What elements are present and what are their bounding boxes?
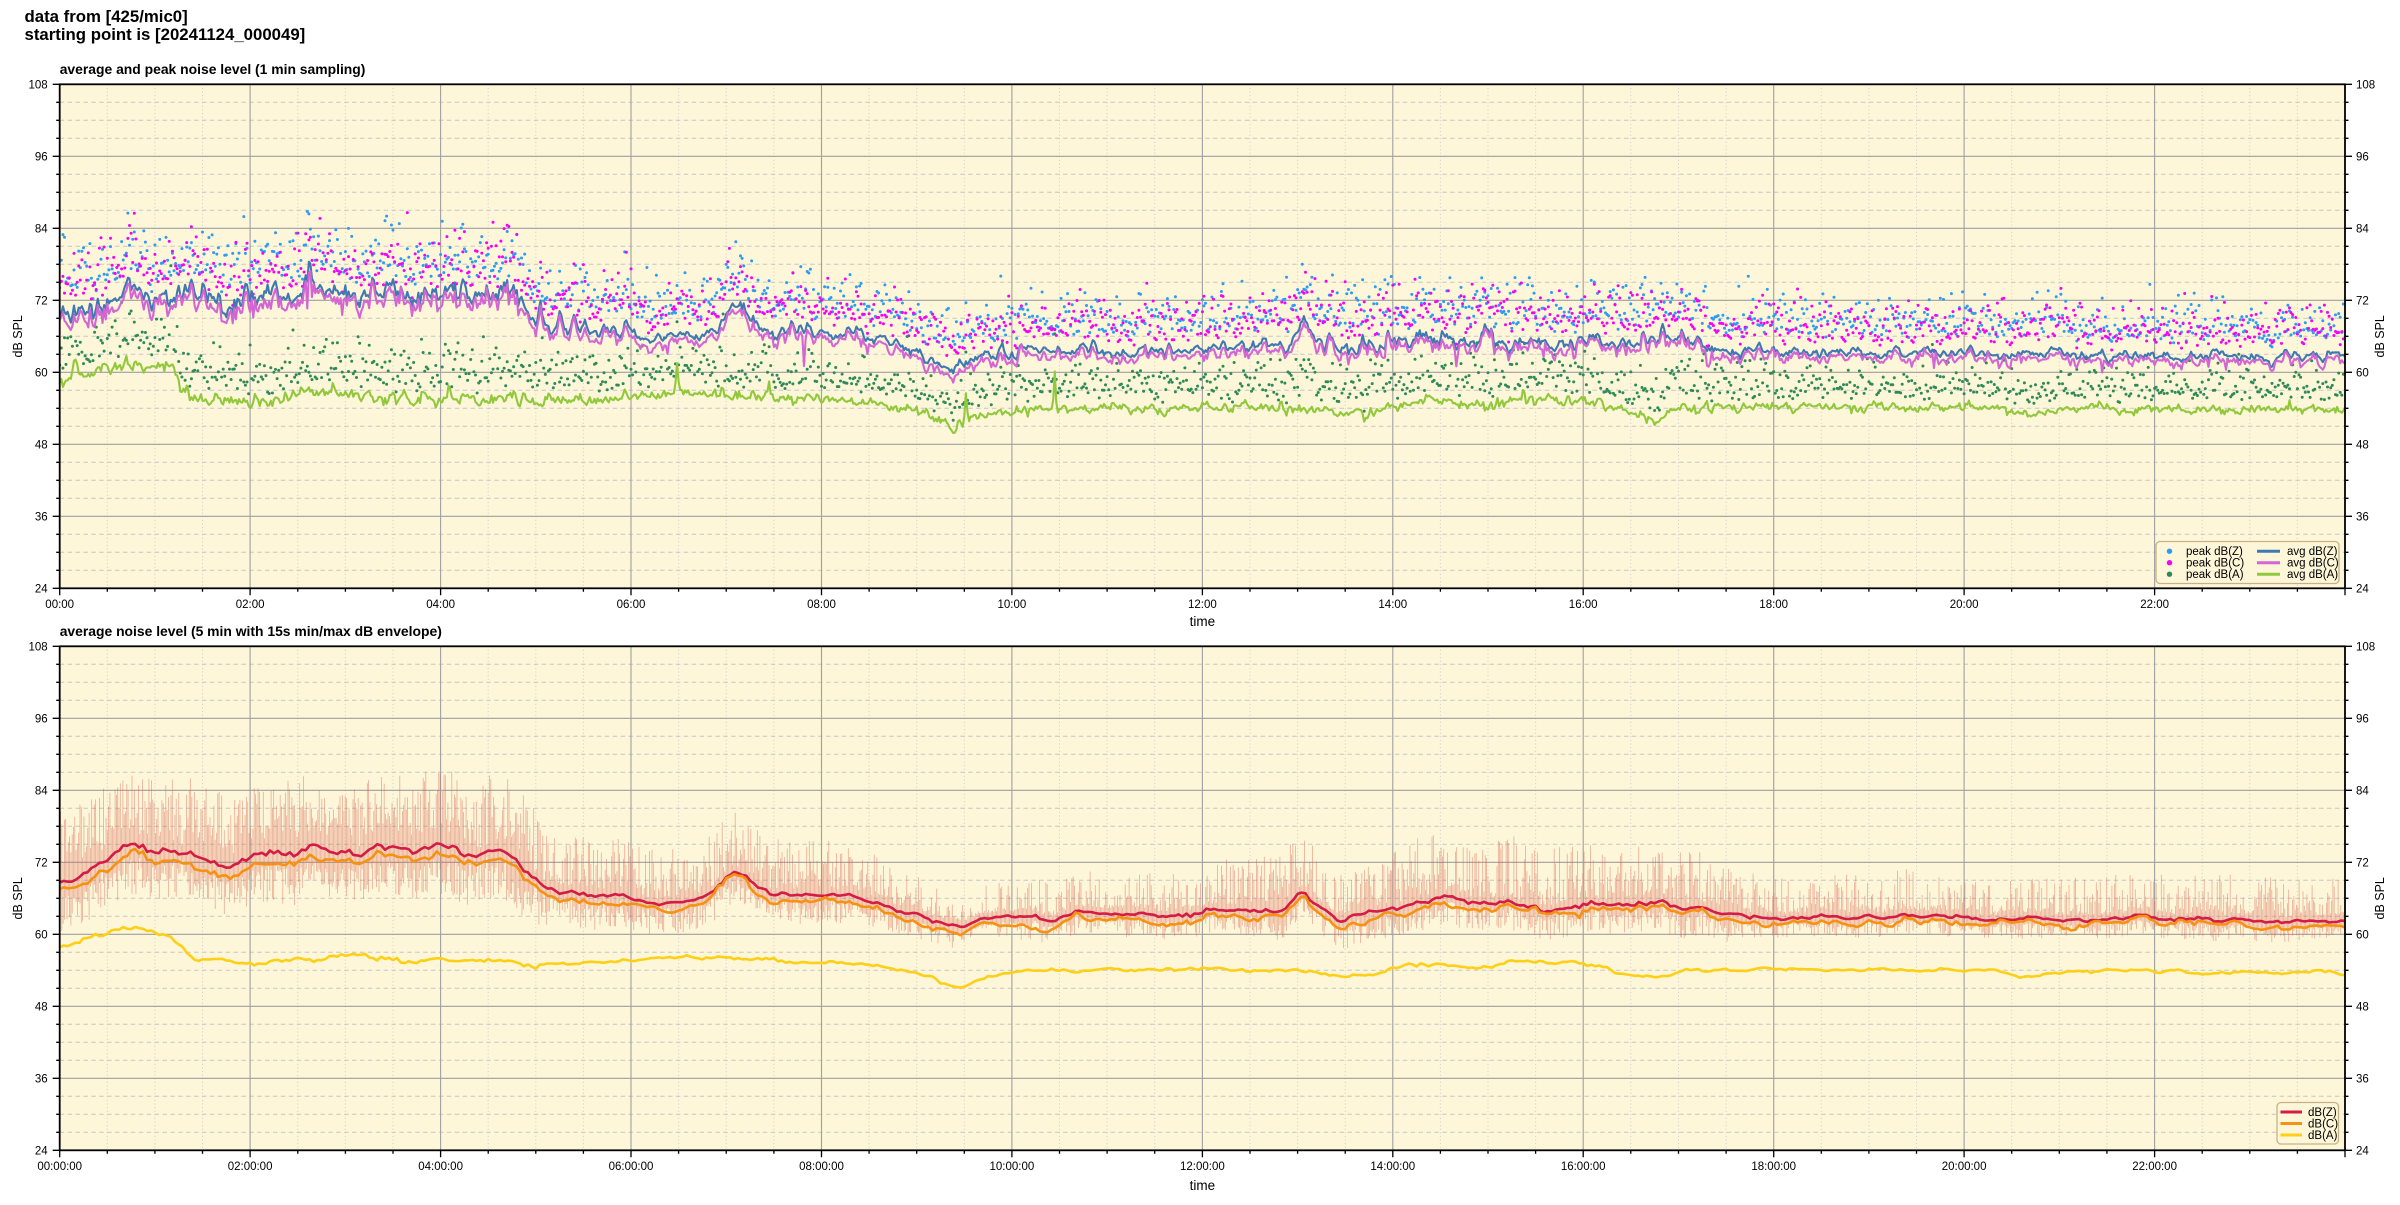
svg-text:24: 24 — [2356, 1145, 2369, 1157]
svg-text:36: 36 — [35, 511, 48, 523]
svg-text:84: 84 — [2356, 223, 2369, 235]
svg-text:96: 96 — [2356, 151, 2369, 163]
svg-text:24: 24 — [35, 1145, 48, 1157]
svg-text:time: time — [1190, 614, 1216, 629]
svg-text:dB SPL: dB SPL — [2373, 315, 2387, 357]
svg-text:48: 48 — [35, 439, 48, 451]
svg-text:dB(C): dB(C) — [2308, 1119, 2338, 1131]
svg-text:06:00:00: 06:00:00 — [609, 1161, 654, 1173]
svg-text:24: 24 — [2356, 583, 2369, 595]
svg-text:avg dB(Z): avg dB(Z) — [2287, 546, 2338, 558]
svg-text:108: 108 — [2356, 641, 2375, 653]
svg-text:02:00:00: 02:00:00 — [228, 1161, 273, 1173]
svg-text:72: 72 — [2356, 857, 2369, 869]
svg-text:18:00: 18:00 — [1759, 599, 1788, 611]
svg-text:96: 96 — [35, 713, 48, 725]
svg-text:16:00: 16:00 — [1569, 599, 1598, 611]
svg-text:96: 96 — [2356, 713, 2369, 725]
svg-text:72: 72 — [2356, 295, 2369, 307]
svg-text:peak dB(Z): peak dB(Z) — [2186, 546, 2243, 558]
svg-text:time: time — [1190, 1178, 1216, 1193]
svg-text:36: 36 — [2356, 1073, 2369, 1085]
svg-text:108: 108 — [29, 641, 48, 653]
svg-text:average noise level (5 min wit: average noise level (5 min with 15s min/… — [60, 623, 442, 639]
svg-text:84: 84 — [35, 785, 48, 797]
svg-text:60: 60 — [35, 929, 48, 941]
svg-text:48: 48 — [2356, 1001, 2369, 1013]
svg-text:08:00: 08:00 — [807, 599, 836, 611]
svg-text:data from [425/mic0]: data from [425/mic0] — [25, 7, 188, 26]
svg-text:dB SPL: dB SPL — [2373, 877, 2387, 919]
svg-text:10:00:00: 10:00:00 — [990, 1161, 1035, 1173]
svg-text:72: 72 — [35, 857, 48, 869]
svg-text:average and peak noise level (: average and peak noise level (1 min samp… — [60, 61, 366, 77]
svg-text:08:00:00: 08:00:00 — [799, 1161, 844, 1173]
svg-text:22:00:00: 22:00:00 — [2132, 1161, 2177, 1173]
svg-text:dB SPL: dB SPL — [11, 877, 25, 919]
svg-text:10:00: 10:00 — [998, 599, 1027, 611]
svg-text:22:00: 22:00 — [2140, 599, 2169, 611]
svg-text:48: 48 — [2356, 439, 2369, 451]
svg-text:04:00: 04:00 — [426, 599, 455, 611]
svg-text:00:00:00: 00:00:00 — [37, 1161, 82, 1173]
svg-text:24: 24 — [35, 583, 48, 595]
svg-text:48: 48 — [35, 1001, 48, 1013]
svg-text:108: 108 — [29, 79, 48, 91]
svg-text:36: 36 — [2356, 511, 2369, 523]
svg-text:18:00:00: 18:00:00 — [1751, 1161, 1796, 1173]
svg-text:14:00:00: 14:00:00 — [1370, 1161, 1415, 1173]
svg-text:60: 60 — [2356, 367, 2369, 379]
svg-text:108: 108 — [2356, 79, 2375, 91]
svg-text:06:00: 06:00 — [617, 599, 646, 611]
svg-text:peak dB(A): peak dB(A) — [2186, 569, 2244, 581]
svg-text:96: 96 — [35, 151, 48, 163]
svg-text:84: 84 — [2356, 785, 2369, 797]
svg-text:02:00: 02:00 — [236, 599, 265, 611]
svg-text:avg dB(C): avg dB(C) — [2287, 558, 2339, 570]
svg-text:dB(Z): dB(Z) — [2308, 1107, 2337, 1119]
svg-text:16:00:00: 16:00:00 — [1561, 1161, 1606, 1173]
svg-text:dB(A): dB(A) — [2308, 1130, 2338, 1142]
svg-text:peak dB(C): peak dB(C) — [2186, 558, 2244, 570]
svg-text:60: 60 — [35, 367, 48, 379]
svg-text:dB SPL: dB SPL — [11, 315, 25, 357]
svg-text:avg dB(A): avg dB(A) — [2287, 569, 2338, 581]
svg-text:12:00: 12:00 — [1188, 599, 1217, 611]
svg-text:00:00: 00:00 — [45, 599, 74, 611]
svg-text:14:00: 14:00 — [1378, 599, 1407, 611]
svg-text:60: 60 — [2356, 929, 2369, 941]
svg-text:20:00: 20:00 — [1950, 599, 1979, 611]
svg-text:72: 72 — [35, 295, 48, 307]
svg-text:36: 36 — [35, 1073, 48, 1085]
svg-text:20:00:00: 20:00:00 — [1942, 1161, 1987, 1173]
svg-text:04:00:00: 04:00:00 — [418, 1161, 463, 1173]
svg-text:12:00:00: 12:00:00 — [1180, 1161, 1225, 1173]
svg-text:starting point is [20241124_00: starting point is [20241124_000049] — [25, 25, 306, 44]
svg-text:84: 84 — [35, 223, 48, 235]
